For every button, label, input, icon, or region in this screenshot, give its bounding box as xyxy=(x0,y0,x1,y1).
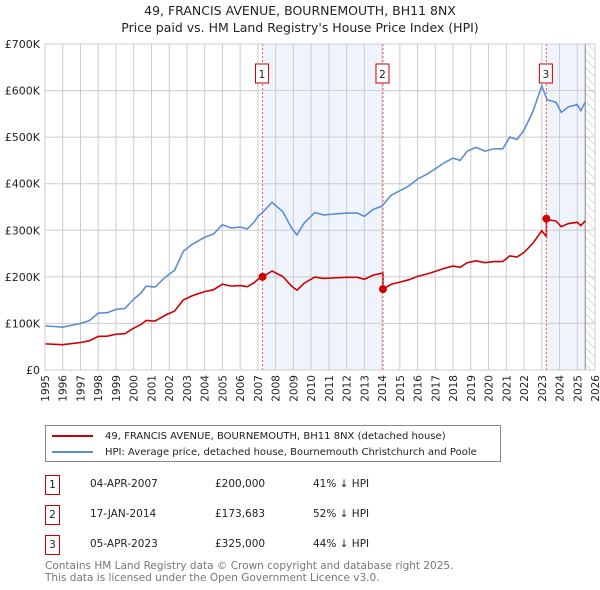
x-tick-label: 2022 xyxy=(519,375,531,402)
x-tick-label: 2010 xyxy=(306,375,318,402)
x-tick-label: 1999 xyxy=(111,375,123,402)
sale-date: 04-APR-2007 xyxy=(90,478,158,490)
sale-point xyxy=(378,285,387,294)
sale-label-box xyxy=(375,63,390,84)
y-tick-label: £700K xyxy=(5,38,41,51)
y-tick-label: £0 xyxy=(26,364,40,377)
footer: Contains HM Land Registry data © Crown c… xyxy=(45,560,453,584)
x-tick-label: 2025 xyxy=(572,375,584,402)
x-tick-label: 2024 xyxy=(555,375,567,402)
y-tick-label: £300K xyxy=(5,224,41,237)
x-tick-label: 2000 xyxy=(129,375,141,402)
property-line xyxy=(44,216,586,346)
sale-price: £173,683 xyxy=(215,508,266,520)
sale-label-box xyxy=(538,63,553,84)
legend: 49, FRANCIS AVENUE, BOURNEMOUTH, BH11 8N… xyxy=(45,425,501,462)
x-tick-label: 2019 xyxy=(466,375,478,402)
x-tick-label: 2018 xyxy=(448,375,460,402)
sale-label: 3 xyxy=(543,69,550,81)
ownership-shade xyxy=(546,44,586,370)
x-tick-label: 2007 xyxy=(253,375,265,402)
legend-item-property: 49, FRANCIS AVENUE, BOURNEMOUTH, BH11 8N… xyxy=(46,428,446,444)
sale-date: 17-JAN-2014 xyxy=(90,508,157,520)
chart-svg: 1995 1996 1997 1998 1999 2000 2001 2002 2003 2004… xyxy=(5,38,600,402)
sale-label: 2 xyxy=(379,69,386,81)
sale-label-box xyxy=(255,63,270,84)
x-tick-label: 2005 xyxy=(217,375,229,402)
ownership-shade xyxy=(262,44,383,370)
x-tick-label: 2017 xyxy=(430,375,442,402)
x-tick-label: 2001 xyxy=(146,375,158,402)
y-tick-label: £200K xyxy=(5,271,41,284)
y-tick-label: £100K xyxy=(5,317,41,330)
sale-date: 05-APR-2023 xyxy=(90,538,158,550)
x-tick-label: 2009 xyxy=(288,375,300,402)
x-tick-label: 2026 xyxy=(590,375,600,402)
sale-label: 1 xyxy=(259,69,266,81)
legend-swatch xyxy=(52,451,93,453)
legend-label: HPI: Average price, detached house, Bour… xyxy=(105,446,477,458)
sale-point xyxy=(542,214,551,223)
sale-hpi-diff: 52% ↓ HPI xyxy=(313,508,370,520)
sale-row: 3 05-APR-2023 £325,000 44% ↓ HPI xyxy=(45,535,445,555)
x-tick-label: 2002 xyxy=(164,375,176,402)
y-tick-label: £500K xyxy=(5,131,41,144)
legend-item-hpi: HPI: Average price, detached house, Bour… xyxy=(46,444,477,460)
x-tick-label: 2014 xyxy=(377,375,389,402)
legend-label: 49, FRANCIS AVENUE, BOURNEMOUTH, BH11 8N… xyxy=(105,430,446,442)
x-tick-label: 2020 xyxy=(484,375,496,402)
x-tick-label: 1996 xyxy=(58,375,70,402)
sale-row: 1 04-APR-2007 £200,000 41% ↓ HPI xyxy=(45,475,445,495)
chart-subtitle: Price paid vs. HM Land Registry's House … xyxy=(121,20,479,35)
x-tick-label: 2021 xyxy=(501,375,513,402)
x-tick-label: 2013 xyxy=(359,375,371,402)
x-tick-label: 2008 xyxy=(271,375,283,402)
sale-hpi-diff: 41% ↓ HPI xyxy=(313,478,370,490)
x-tick-label: 2006 xyxy=(235,375,247,402)
sale-point xyxy=(258,272,267,281)
y-tick-label: £600K xyxy=(5,85,41,98)
x-tick-label: 1995 xyxy=(40,375,52,402)
x-tick-label: 1998 xyxy=(93,375,105,402)
footer-line: This data is licensed under the Open Gov… xyxy=(45,572,380,584)
chart-title: 49, FRANCIS AVENUE, BOURNEMOUTH, BH11 8N… xyxy=(144,3,456,18)
x-tick-label: 2004 xyxy=(200,375,212,402)
future-hatch xyxy=(585,44,595,370)
sale-price: £200,000 xyxy=(215,478,266,490)
sale-number-badge: 2 xyxy=(45,505,60,525)
x-tick-label: 2003 xyxy=(182,375,194,402)
hpi-line xyxy=(44,83,586,328)
sale-number-badge: 3 xyxy=(45,535,60,555)
sale-number-badge: 1 xyxy=(45,475,60,495)
x-tick-label: 2016 xyxy=(413,375,425,402)
x-tick-label: 1997 xyxy=(75,375,87,402)
x-tick-label: 2015 xyxy=(395,375,407,402)
legend-swatch xyxy=(52,435,93,437)
x-tick-label: 2012 xyxy=(342,375,354,402)
x-tick-label: 2023 xyxy=(537,375,549,402)
x-tick-label: 2011 xyxy=(324,375,336,402)
sale-row: 2 17-JAN-2014 £173,683 52% ↓ HPI xyxy=(45,505,445,525)
plot-frame xyxy=(44,43,596,371)
sale-price: £325,000 xyxy=(215,538,266,550)
y-tick-label: £400K xyxy=(5,178,41,191)
sale-hpi-diff: 44% ↓ HPI xyxy=(313,538,370,550)
footer-line: Contains HM Land Registry data © Crown c… xyxy=(45,560,454,572)
